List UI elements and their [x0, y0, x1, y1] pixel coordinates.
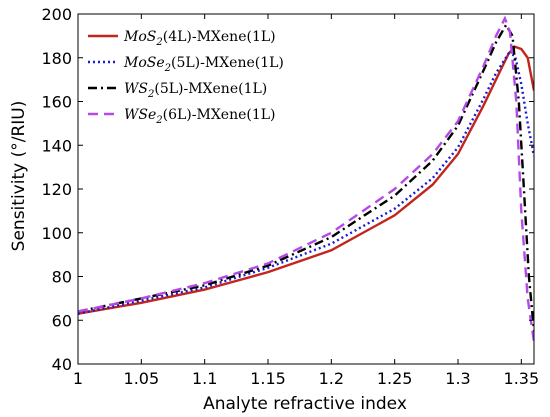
series-group — [78, 15, 534, 343]
y-tick-label: 200 — [41, 5, 72, 24]
y-tick-label: 140 — [41, 136, 72, 155]
x-tick-label: 1.35 — [504, 369, 540, 388]
x-tick-label: 1 — [73, 369, 83, 388]
series-line-3 — [78, 22, 534, 332]
x-axis-title: Analyte refractive index — [203, 394, 407, 414]
legend: MoS2(4L)-MXene(1L) MoSe2(5L)-MXene(1L) WS2… — [88, 29, 284, 126]
x-tick-label: 1.05 — [124, 369, 160, 388]
series-line-2 — [78, 51, 534, 315]
y-tick-label: 60 — [52, 311, 72, 330]
legend-label-4: WSe2(6L)-MXene(1L) — [124, 107, 276, 126]
legend-label-1: MoS2(4L)-MXene(1L) — [123, 29, 276, 48]
series-line-1 — [78, 45, 534, 315]
legend-label-2: MoSe2(5L)-MXene(1L) — [123, 55, 284, 74]
y-tick-label: 100 — [41, 224, 72, 243]
series-line-4 — [78, 15, 534, 343]
y-axis-title: Sensitivity (°/RIU) — [9, 101, 29, 252]
x-tick-label: 1.3 — [445, 369, 470, 388]
y-tick-label: 40 — [52, 355, 72, 374]
y-tick-label: 120 — [41, 180, 72, 199]
y-tick-label: 160 — [41, 93, 72, 112]
x-tick-label: 1.1 — [192, 369, 217, 388]
legend-label-3: WS2(5L)-MXene(1L) — [124, 81, 267, 100]
x-tick-label: 1.25 — [377, 369, 413, 388]
y-tick-label: 180 — [41, 49, 72, 68]
x-tick-label: 1.15 — [250, 369, 286, 388]
y-tick-label: 80 — [52, 268, 72, 287]
x-tick-label: 1.2 — [319, 369, 344, 388]
